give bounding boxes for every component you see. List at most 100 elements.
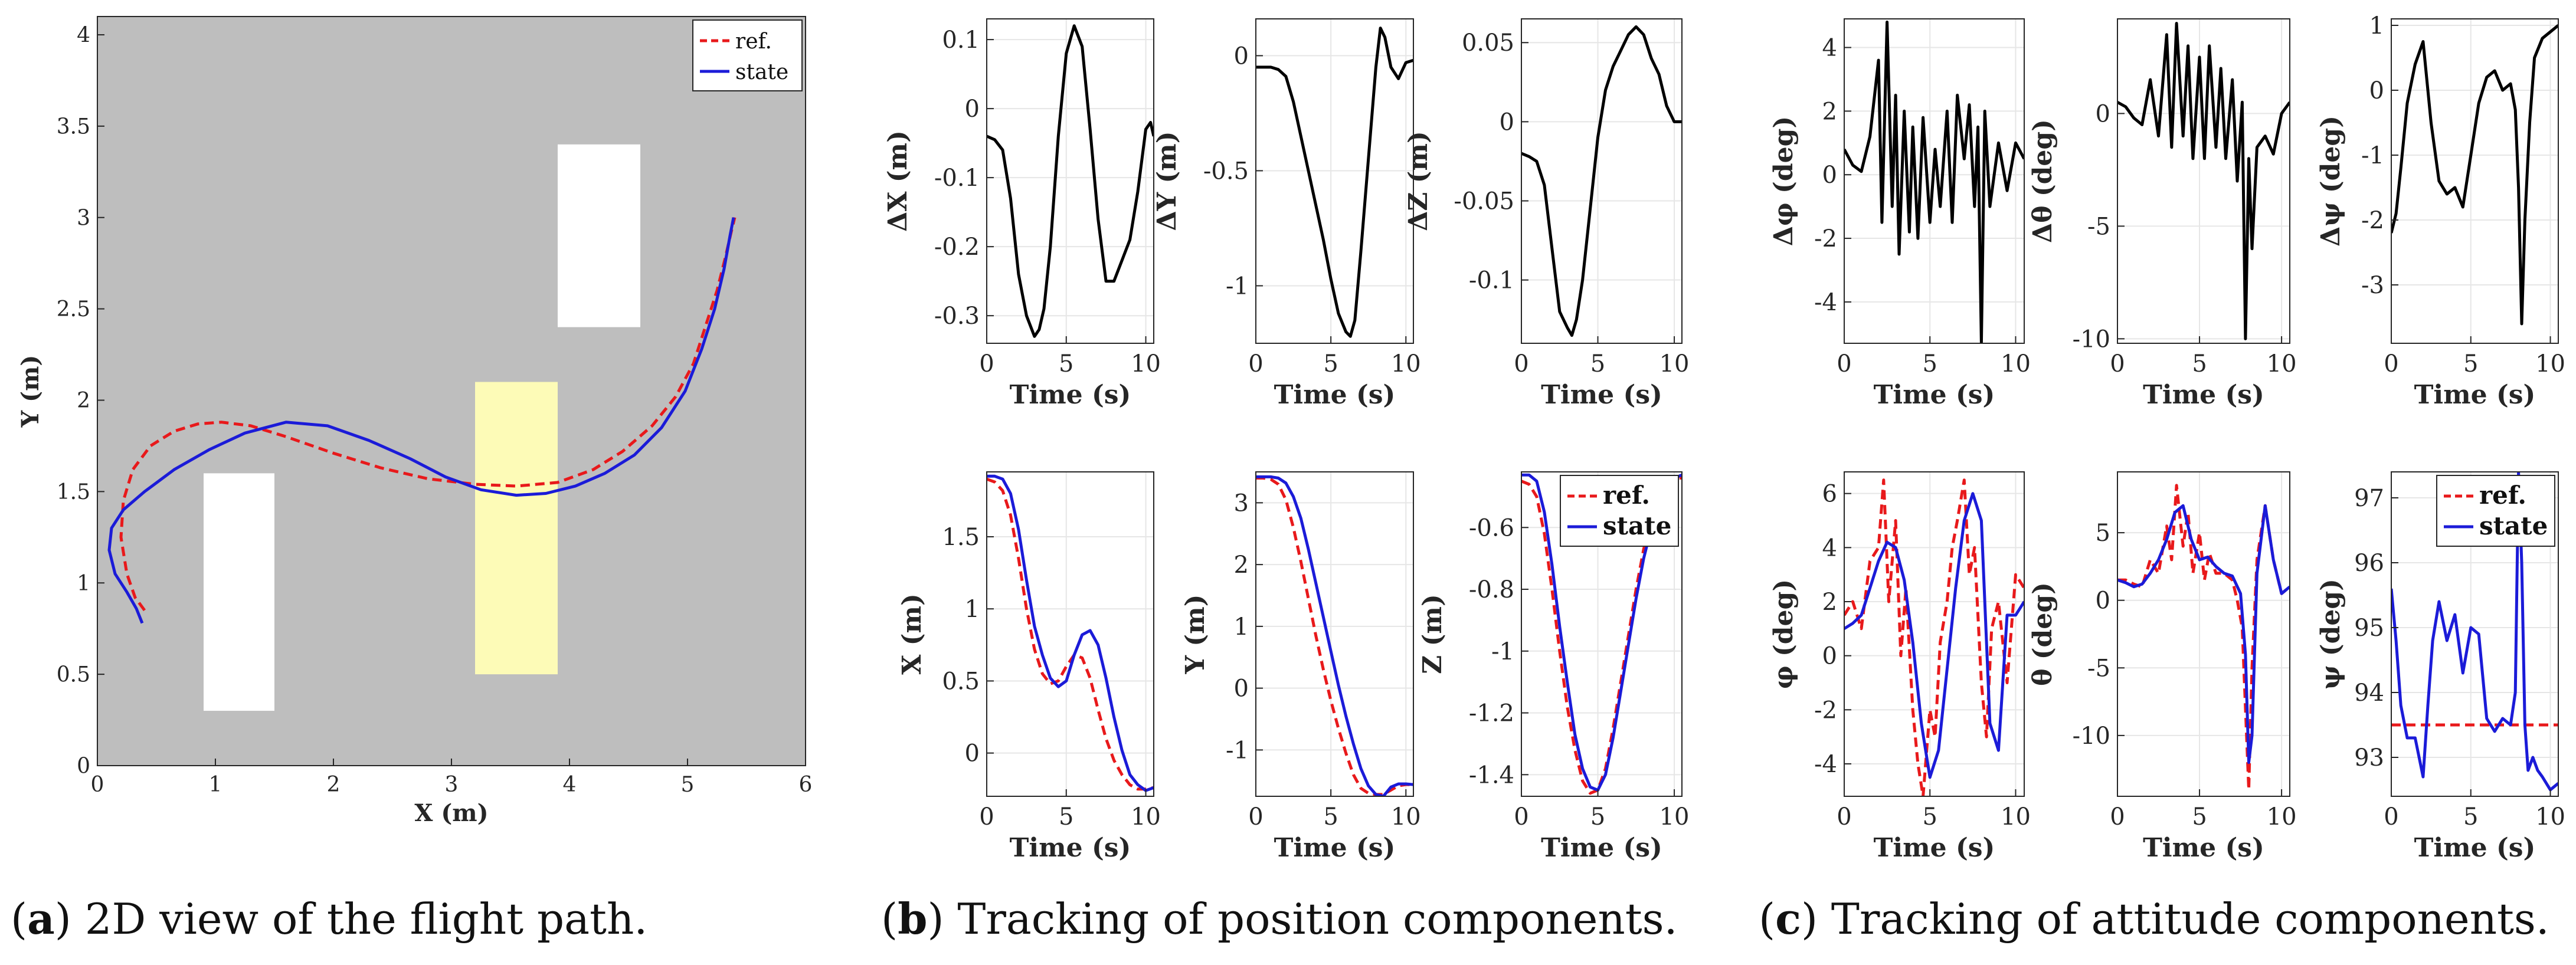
y-tick-label: 6 <box>1822 481 1837 508</box>
y-tick-label: 4 <box>77 24 90 48</box>
series-line-error <box>2117 22 2290 340</box>
x-axis-label: Time (s) <box>1874 833 1995 863</box>
x-tick-label: 5 <box>1590 350 1605 378</box>
plot-frame <box>2391 471 2559 797</box>
plot-background <box>2117 19 2290 343</box>
y-tick-label: 97 <box>2354 485 2384 512</box>
plot-frame <box>1255 18 1414 344</box>
series-line-ref <box>987 477 1154 791</box>
y-tick-label: 2 <box>1822 589 1837 616</box>
plot-background <box>987 19 1154 343</box>
x-tick-label: 5 <box>2463 350 2478 378</box>
plot-frame <box>1844 471 2025 797</box>
chart-dZ: 0 5 10 -0.1 -0.05 0 0.05 Time (s) ΔZ (m) <box>1403 18 1690 410</box>
y-tick-label: 2 <box>1234 552 1249 579</box>
y-tick-label: -2 <box>2361 207 2384 234</box>
y-tick-label: 1 <box>2369 12 2384 40</box>
y-axis-label: ΔX (m) <box>883 130 913 232</box>
series-line-ref <box>119 217 737 612</box>
chart-dpsi: 0 5 10 -3 -2 -1 0 1 Time (s) Δψ (deg) <box>2316 12 2565 410</box>
x-tick-label: 5 <box>1059 350 1073 378</box>
legend-box <box>692 19 803 91</box>
series-group <box>2391 472 2558 792</box>
y-tick-label: 3.5 <box>57 114 90 139</box>
plot-frame <box>2391 18 2559 344</box>
plot-background <box>2117 472 2290 796</box>
x-tick-label: 5 <box>1590 803 1605 831</box>
plot-background <box>1256 472 1413 796</box>
x-tick-label: 0 <box>1514 350 1528 378</box>
y-tick-label: 2 <box>77 389 90 413</box>
y-tick-label: 94 <box>2354 680 2384 707</box>
x-axis-label: Time (s) <box>1274 833 1396 863</box>
chart-path2d: 0 1 2 3 4 5 6 0 0.5 1 1.5 2 2.5 3 3.5 4 X (m) Y (m) ref. st… <box>17 16 812 827</box>
x-tick-label: 10 <box>1659 803 1690 831</box>
series-line-state <box>987 474 1154 792</box>
y-tick-label: 1 <box>1234 613 1249 641</box>
x-tick-label: 0 <box>1837 350 1851 378</box>
caption-a: (a) 2D view of the flight path. <box>11 894 648 944</box>
y-tick-label: 0.1 <box>942 27 980 54</box>
x-axis-label: Time (s) <box>1541 380 1662 410</box>
x-tick-label: 5 <box>1923 350 1937 378</box>
x-tick-label: 10 <box>1391 803 1421 831</box>
series-line-state <box>2391 472 2558 792</box>
y-tick-label: 0 <box>1822 643 1837 670</box>
y-tick-label: 95 <box>2354 615 2384 642</box>
y-axis-label: φ (deg) <box>1769 579 1799 689</box>
y-tick-label: -3 <box>2361 272 2384 299</box>
y-tick-label: -10 <box>2073 326 2110 353</box>
obstacle-rect <box>204 473 274 711</box>
x-tick-label: 2 <box>327 773 341 797</box>
y-tick-label: -0.1 <box>1469 267 1514 294</box>
x-axis-label: Time (s) <box>1874 380 1995 410</box>
y-tick-label: 0 <box>1822 162 1837 189</box>
y-tick-label: -0.5 <box>1203 157 1249 185</box>
y-tick-label: 4 <box>1822 534 1837 562</box>
chart-dX: 0 5 10 -0.3 -0.2 -0.1 0 0.1 Time (s) ΔX (m) <box>883 18 1161 410</box>
x-tick-label: 10 <box>1391 350 1421 378</box>
y-axis-label: ψ (deg) <box>2316 579 2346 690</box>
legend: ref. state <box>692 19 803 91</box>
y-tick-label: 0 <box>2096 100 2110 127</box>
y-tick-label: 0 <box>965 96 980 123</box>
x-axis-label: Time (s) <box>1010 833 1131 863</box>
series-line-error <box>1521 25 1682 337</box>
y-tick-label: 93 <box>2354 744 2384 772</box>
y-tick-label: 0 <box>1234 42 1249 70</box>
series-group <box>1844 478 2024 796</box>
y-tick-label: 4 <box>1822 35 1837 62</box>
chart-Z: 0 5 10 -1.4 -1.2 -1 -0.8 -0.6 Time (s) Z (m) ref.s… <box>1418 471 1690 863</box>
y-tick-label: 3 <box>77 206 90 230</box>
legend-state-label: state <box>1603 511 1671 540</box>
y-tick-label: -5 <box>2087 213 2110 240</box>
series-line-error <box>987 24 1154 338</box>
x-tick-label: 0 <box>2110 803 2125 831</box>
y-tick-label: -0.1 <box>934 165 980 192</box>
x-tick-label: 5 <box>2463 803 2478 831</box>
x-tick-label: 5 <box>1923 803 1937 831</box>
x-axis-label: Time (s) <box>2143 380 2264 410</box>
x-tick-label: 0 <box>2384 803 2398 831</box>
plot-frame <box>2117 471 2290 797</box>
y-tick-label: -2 <box>1814 697 1837 724</box>
x-tick-label: 4 <box>563 773 577 797</box>
y-axis-label: ΔY (m) <box>1152 131 1182 231</box>
x-tick-label: 5 <box>1323 803 1338 831</box>
y-tick-label: -1 <box>1226 273 1249 300</box>
series-line-state <box>107 217 735 624</box>
y-tick-label: 5 <box>2096 520 2110 547</box>
series-group <box>2117 22 2290 340</box>
x-tick-label: 10 <box>2267 803 2297 831</box>
chart-dphi: 0 5 10 -4 -2 0 2 4 Time (s) Δφ (deg) <box>1769 18 2031 410</box>
y-tick-label: -0.2 <box>934 234 980 261</box>
series-group <box>987 24 1154 338</box>
plot-background <box>1521 19 1682 343</box>
y-tick-label: -0.05 <box>1454 188 1514 215</box>
x-tick-label: 0 <box>979 803 994 831</box>
chart-dtheta: 0 5 10 -10 -5 0 Time (s) Δθ (deg) <box>2028 18 2297 410</box>
x-tick-label: 0 <box>2110 350 2125 378</box>
y-tick-label: 2 <box>1822 98 1837 125</box>
